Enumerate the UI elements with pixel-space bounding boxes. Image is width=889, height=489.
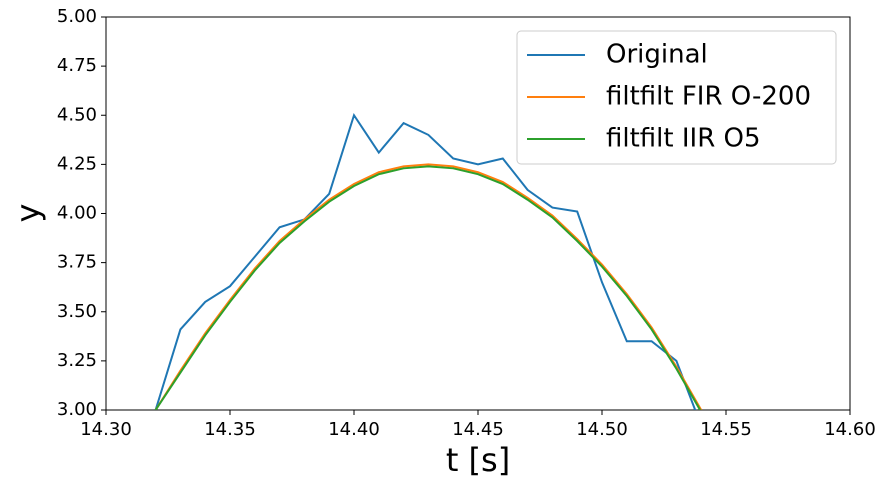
legend-label: Original	[606, 40, 708, 70]
y-axis-label: y	[9, 204, 47, 223]
y-tick-label: 4.50	[57, 104, 97, 125]
x-tick-label: 14.40	[328, 419, 380, 440]
x-tick-label: 14.35	[204, 419, 256, 440]
y-tick-label: 4.25	[57, 153, 97, 174]
x-tick-label: 14.50	[576, 419, 628, 440]
series-line	[154, 112, 697, 410]
series-line	[154, 163, 703, 410]
legend-label: filtfilt IIR O5	[606, 124, 761, 154]
y-tick-label: 5.00	[57, 6, 97, 27]
y-tick-label: 4.00	[57, 203, 97, 224]
series-line	[154, 165, 702, 410]
y-tick-label: 3.25	[57, 350, 97, 371]
x-axis-label: t [s]	[446, 441, 510, 479]
legend-label: filtfilt FIR O-200	[606, 82, 811, 112]
y-tick-label: 3.75	[57, 252, 97, 273]
x-tick-label: 14.45	[452, 419, 504, 440]
x-tick-label: 14.60	[824, 419, 876, 440]
y-tick-label: 3.50	[57, 301, 97, 322]
x-tick-label: 14.55	[700, 419, 752, 440]
x-tick-label: 14.30	[80, 419, 132, 440]
y-tick-label: 3.00	[57, 399, 97, 420]
y-tick-label: 4.75	[57, 55, 97, 76]
legend-box	[516, 30, 837, 165]
